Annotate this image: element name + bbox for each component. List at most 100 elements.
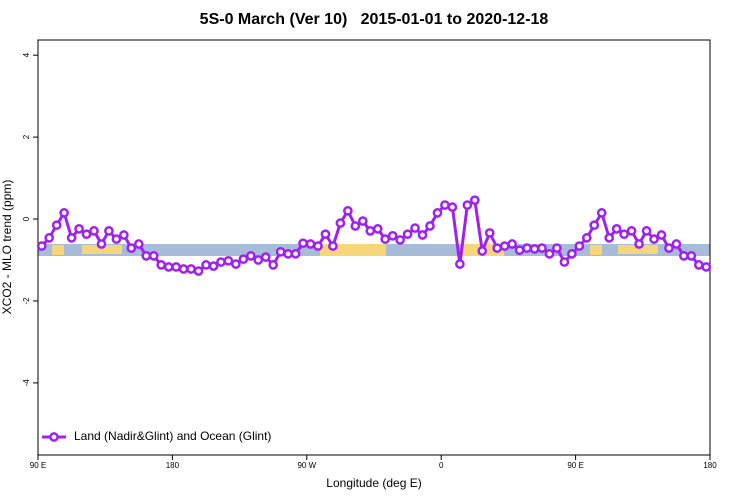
data-point [245,251,256,261]
data-point [357,216,368,226]
y-tick-label: -2 [22,297,31,305]
data-point [574,241,585,251]
data-point [589,220,600,231]
data-point [119,230,129,240]
data-point [36,241,47,251]
y-tick-label: 2 [22,134,31,139]
data-point [447,202,458,212]
data-point [641,226,652,236]
data-point [529,244,540,254]
x-tick-label: 90 E [30,461,46,470]
data-point [484,228,495,238]
data-point [59,208,69,218]
land-patch [590,245,602,255]
data-point [664,243,674,253]
data-point [148,251,159,261]
data-point [283,248,293,259]
data-point [81,229,92,240]
data-point [619,229,629,240]
data-point [656,230,667,240]
data-point [141,251,152,261]
data-point [133,239,144,249]
data-point [298,238,308,249]
data-point [477,246,488,256]
x-tick-label: 90 E [567,461,583,470]
y-axis-label: XCO2 - MLO trend (ppm) [0,180,14,315]
data-point [380,234,391,244]
data-point [320,229,331,240]
x-tick-label: 0 [439,461,444,470]
y-tick-label: -4 [22,379,31,387]
data-point [313,241,323,251]
data-point [260,252,271,262]
data-point [611,224,622,234]
data-point [417,230,428,240]
data-point [305,239,316,249]
data-point [372,224,383,234]
data-point [395,235,405,245]
data-point [268,260,279,270]
data-point [335,218,346,228]
data-point [104,226,114,236]
data-point [701,262,712,272]
data-point [216,257,226,267]
y-tick-label: 4 [22,52,31,57]
x-axis-label: Longitude (deg E) [326,476,421,490]
data-point [350,221,361,231]
x-tick-label: 180 [166,461,180,470]
data-point [410,223,420,233]
data-point [44,233,55,243]
data-point [462,200,473,210]
data-point [51,220,62,231]
data-point [231,259,241,269]
data-point [596,208,607,218]
data-point [626,226,637,236]
data-point [96,239,107,249]
data-point [440,200,450,210]
data-point [387,230,398,241]
data-point [522,243,532,253]
data-point [455,259,465,269]
data-point [201,260,211,270]
data-point [343,205,353,216]
legend-label: Land (Nadir&Glint) and Ocean (Glint) [74,429,271,443]
data-point [156,260,167,270]
x-tick-label: 90 W [297,461,316,470]
data-point [514,245,525,256]
data-point [275,246,286,257]
data-point [559,257,570,267]
data-point [208,261,219,271]
data-point [693,260,704,270]
data-point [126,243,137,253]
data-point [328,241,338,251]
data-point [186,264,196,274]
data-point [425,221,435,231]
data-point [544,248,555,259]
chart-title: 5S-0 March (Ver 10) 2015-01-01 to 2020-1… [200,11,549,28]
data-point [193,266,204,276]
data-point [171,262,181,272]
data-point [402,229,413,240]
data-point [686,251,697,261]
data-point [604,233,615,243]
data-point [581,233,592,243]
data-point [567,248,577,259]
data-point [552,243,562,253]
data-point [507,239,517,249]
data-point [66,233,77,243]
land-patch [618,245,658,254]
data-point [178,264,189,274]
data-point [253,255,264,265]
data-point [499,241,510,251]
data-point [649,234,659,244]
data-point [111,234,122,244]
data-point [89,226,99,236]
data-point [679,251,689,261]
data-point [238,254,249,265]
data-point [290,248,301,259]
y-tick-label: 0 [22,216,31,221]
legend-swatch-marker [49,432,59,442]
data-point [432,208,443,218]
data-point [537,243,547,253]
